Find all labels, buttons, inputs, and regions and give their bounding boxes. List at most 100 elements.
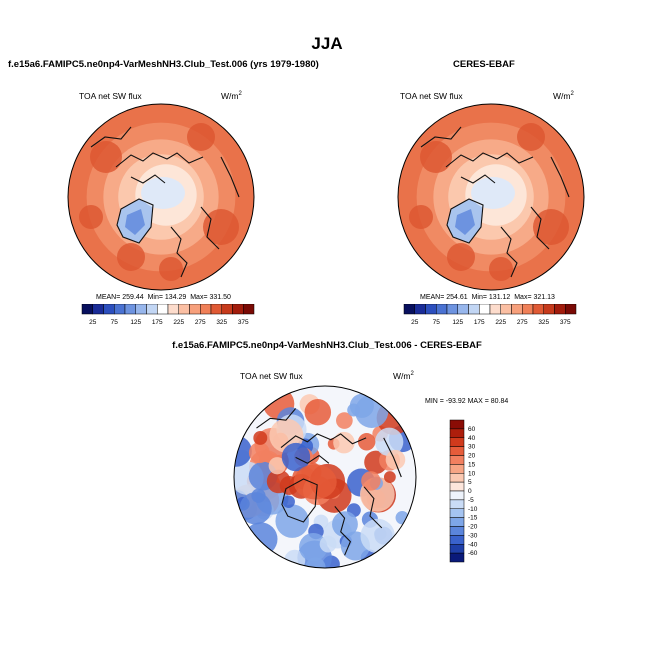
diff-range-text: MIN = -93.92 MAX = 80.84: [425, 398, 509, 405]
colorbar-tick-label: 325: [216, 319, 227, 326]
colorbar-swatch: [157, 304, 169, 315]
colorbar-swatch: [511, 304, 523, 315]
diff-patch: [374, 427, 404, 457]
colorbar-tick-label: -10: [468, 506, 478, 513]
diff-units-label: W/m2: [393, 371, 414, 381]
colorbar-swatch: [414, 304, 426, 315]
diff-patch: [239, 492, 272, 525]
coastline: [460, 174, 496, 184]
model-units-text: W/m: [221, 91, 239, 101]
model-min-label: Min=: [147, 294, 163, 301]
colorbar-swatch: [178, 304, 190, 315]
map-patch: [90, 141, 122, 173]
sea-ice-field: [141, 177, 185, 209]
colorbar-tick-label: 75: [433, 319, 441, 326]
colorbar-tick-label: 60: [468, 426, 476, 433]
model-mean-label: MEAN=: [96, 294, 121, 301]
map-patch: [533, 209, 569, 245]
model-units-label: W/m2: [221, 91, 242, 101]
colorbar-swatch: [200, 304, 212, 315]
colorbar-swatch: [554, 304, 566, 315]
model-map-field: [68, 104, 254, 290]
colorbar-tick-label: 75: [111, 319, 119, 326]
sea-ice-field: [471, 177, 515, 209]
coastline: [334, 506, 352, 556]
colorbar-swatch: [479, 304, 491, 315]
diff-patch: [383, 471, 396, 483]
colorbar-tick-label: -15: [468, 515, 478, 522]
diff-units-text: W/m: [393, 371, 411, 381]
colorbar-tick-label: -40: [468, 541, 478, 548]
obs-colorbar: 25 75 125 175 225 275 325 375: [403, 304, 577, 326]
colorbar-tick-label: 25: [411, 319, 419, 326]
colorbar-tick-label: 25: [89, 319, 97, 326]
greenland-core: [455, 209, 475, 235]
diff-panel-title: f.e15a6.FAMIPC5.ne0np4-VarMeshNH3.Club_T…: [172, 340, 482, 351]
obs-min-label: Min=: [471, 294, 487, 301]
colorbar-swatch: [449, 419, 465, 430]
colorbar-swatch: [449, 428, 465, 438]
colorbar-tick-label: 225: [173, 319, 184, 326]
model-colorbar: 25 75 125 175 225 275 325 375: [81, 304, 255, 326]
coastline: [280, 433, 367, 449]
coastline: [550, 156, 570, 198]
obs-units-label: W/m2: [553, 91, 574, 101]
colorbar-swatch: [522, 304, 534, 315]
diff-patch: [355, 394, 389, 428]
diff-patch: [293, 464, 337, 500]
coastline: [220, 156, 240, 198]
diff-patch: [282, 495, 295, 508]
model-units-power: 2: [238, 91, 242, 98]
season-title: JJA: [311, 34, 343, 53]
colorbar-swatch: [449, 517, 465, 527]
colorbar-swatch: [449, 526, 465, 536]
obs-units-text: W/m: [553, 91, 571, 101]
map-border: [67, 103, 255, 291]
obs-max-value: 321.13: [533, 294, 555, 301]
colorbar-swatch: [449, 473, 465, 483]
coastline: [90, 126, 132, 148]
colorbar-swatch: [449, 490, 465, 501]
colorbar-swatch: [457, 304, 469, 315]
model-max-label: Max=: [190, 294, 208, 301]
coastline: [170, 226, 188, 278]
greenland-core: [125, 209, 145, 235]
coastline: [445, 152, 534, 168]
coastline: [383, 437, 402, 478]
colorbar-swatch: [500, 304, 512, 315]
colorbar-swatch: [436, 304, 448, 315]
coastline: [500, 226, 518, 278]
colorbar-tick-label: 5: [468, 479, 472, 486]
map-patch: [447, 243, 475, 271]
colorbar-swatch: [210, 304, 222, 315]
colorbar-tick-label: 375: [560, 319, 571, 326]
map-patch: [79, 205, 103, 229]
colorbar-swatch: [425, 304, 437, 315]
colorbar-tick-label: -60: [468, 550, 478, 557]
map-patch: [159, 257, 183, 281]
diff-patch: [385, 449, 406, 470]
colorbar-swatch: [565, 304, 577, 315]
colorbar-tick-label: 175: [474, 319, 485, 326]
colorbar-swatch: [449, 499, 465, 509]
diff-patch: [357, 433, 376, 451]
colorbar-tick-label: 20: [468, 453, 476, 460]
diff-patch: [299, 532, 328, 562]
coastline: [281, 478, 318, 523]
model-var-label: TOA net SW flux: [79, 91, 142, 101]
colorbar-swatch: [543, 304, 555, 315]
diff-patch: [319, 535, 337, 553]
diff-patch: [336, 412, 353, 429]
diff-polar-map: [233, 385, 417, 569]
obs-polar-map: [397, 103, 585, 291]
colorbar-swatch: [189, 304, 201, 315]
diff-patch: [275, 504, 309, 538]
colorbar-tick-label: 30: [468, 444, 476, 451]
coastline: [256, 408, 297, 429]
colorbar-tick-label: 40: [468, 435, 476, 442]
colorbar-swatch: [449, 464, 465, 474]
colorbar-tick-label: 375: [238, 319, 249, 326]
map-patch: [517, 123, 545, 151]
colorbar-swatch: [532, 304, 544, 315]
colorbar-swatch: [232, 304, 244, 315]
